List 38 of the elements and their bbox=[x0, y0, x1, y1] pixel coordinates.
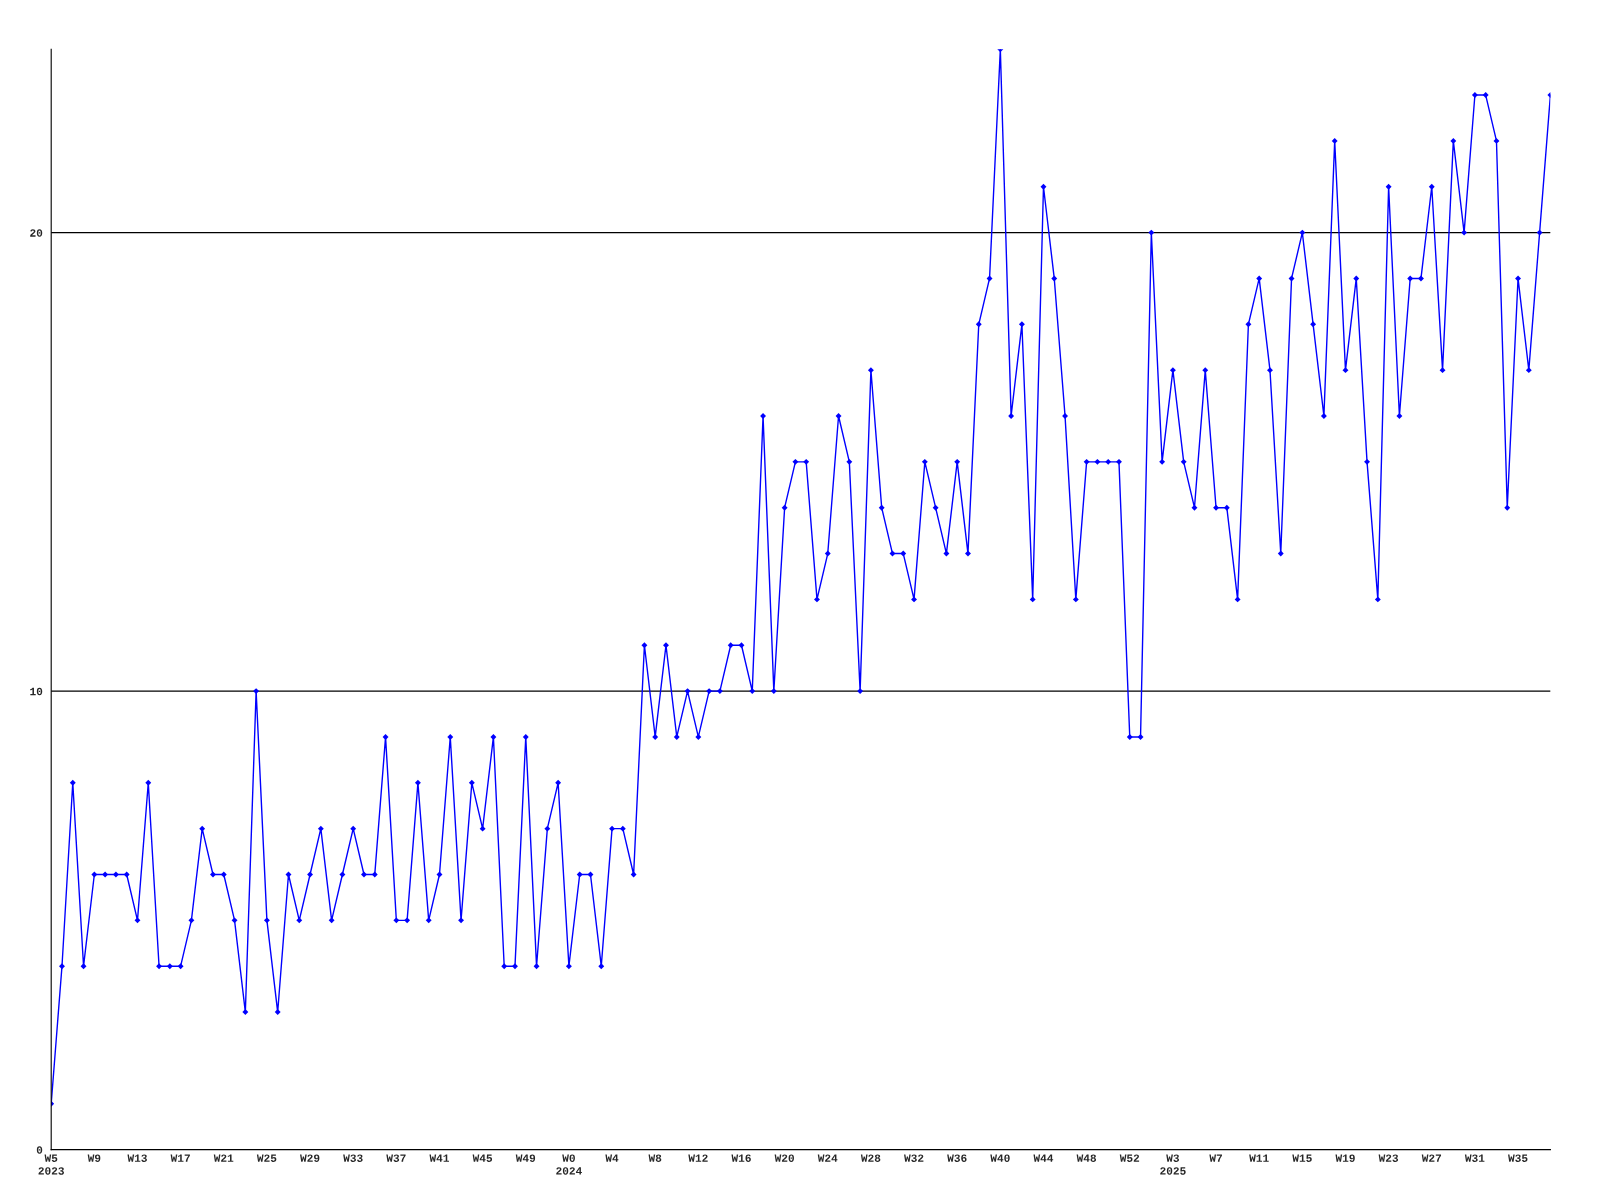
x-tick-label: W35 bbox=[1508, 1154, 1528, 1162]
x-tick-label: W41 bbox=[429, 1154, 450, 1162]
x-tick-label: W3 2025 bbox=[1160, 1154, 1186, 1175]
x-tick-label: W27 bbox=[1421, 1154, 1442, 1162]
x-tick-label: W44 bbox=[1033, 1154, 1054, 1162]
x-tick-label: W48 bbox=[1076, 1154, 1097, 1162]
x-tick-label: W12 bbox=[688, 1154, 708, 1162]
x-tick-label: W19 bbox=[1335, 1154, 1355, 1162]
x-tick-label: W31 bbox=[1464, 1154, 1485, 1162]
y-tick-label: 0 bbox=[36, 1146, 43, 1154]
x-tick-label: W52 bbox=[1119, 1154, 1140, 1162]
x-tick-label: W24 bbox=[817, 1154, 838, 1162]
x-tick-label: W15 bbox=[1292, 1154, 1312, 1162]
x-tick-label: W33 bbox=[343, 1154, 363, 1162]
x-tick-label: W28 bbox=[860, 1154, 881, 1162]
y-tick-label: 10 bbox=[30, 687, 43, 696]
x-tick-label: W37 bbox=[386, 1154, 406, 1162]
x-tick-label: W7 bbox=[1209, 1154, 1222, 1162]
x-tick-label: W40 bbox=[990, 1154, 1010, 1162]
x-tick-label: W49 bbox=[515, 1154, 536, 1162]
x-tick-label: W21 bbox=[213, 1154, 234, 1162]
x-tick-label: W13 bbox=[127, 1154, 147, 1162]
x-tick-label: W16 bbox=[731, 1154, 751, 1162]
x-tick-label: W36 bbox=[947, 1154, 967, 1162]
x-tick-label: W4 bbox=[605, 1154, 619, 1162]
x-tick-label: W11 bbox=[1249, 1154, 1269, 1162]
x-tick-label: W32 bbox=[904, 1154, 924, 1162]
x-tick-label: W17 bbox=[170, 1154, 190, 1162]
x-tick-label: W25 bbox=[256, 1154, 277, 1162]
x-tick-label: W9 bbox=[87, 1154, 101, 1162]
y-tick-label: 20 bbox=[30, 229, 43, 237]
x-tick-label: W5 2023 bbox=[38, 1154, 64, 1175]
x-tick-label: W45 bbox=[472, 1154, 493, 1162]
x-tick-label: W8 bbox=[648, 1154, 662, 1162]
x-tick-label: W29 bbox=[300, 1154, 320, 1162]
x-tick-label: W0 2024 bbox=[556, 1154, 582, 1175]
x-tick-label: W20 bbox=[774, 1154, 794, 1162]
x-tick-label: W23 bbox=[1378, 1154, 1399, 1162]
